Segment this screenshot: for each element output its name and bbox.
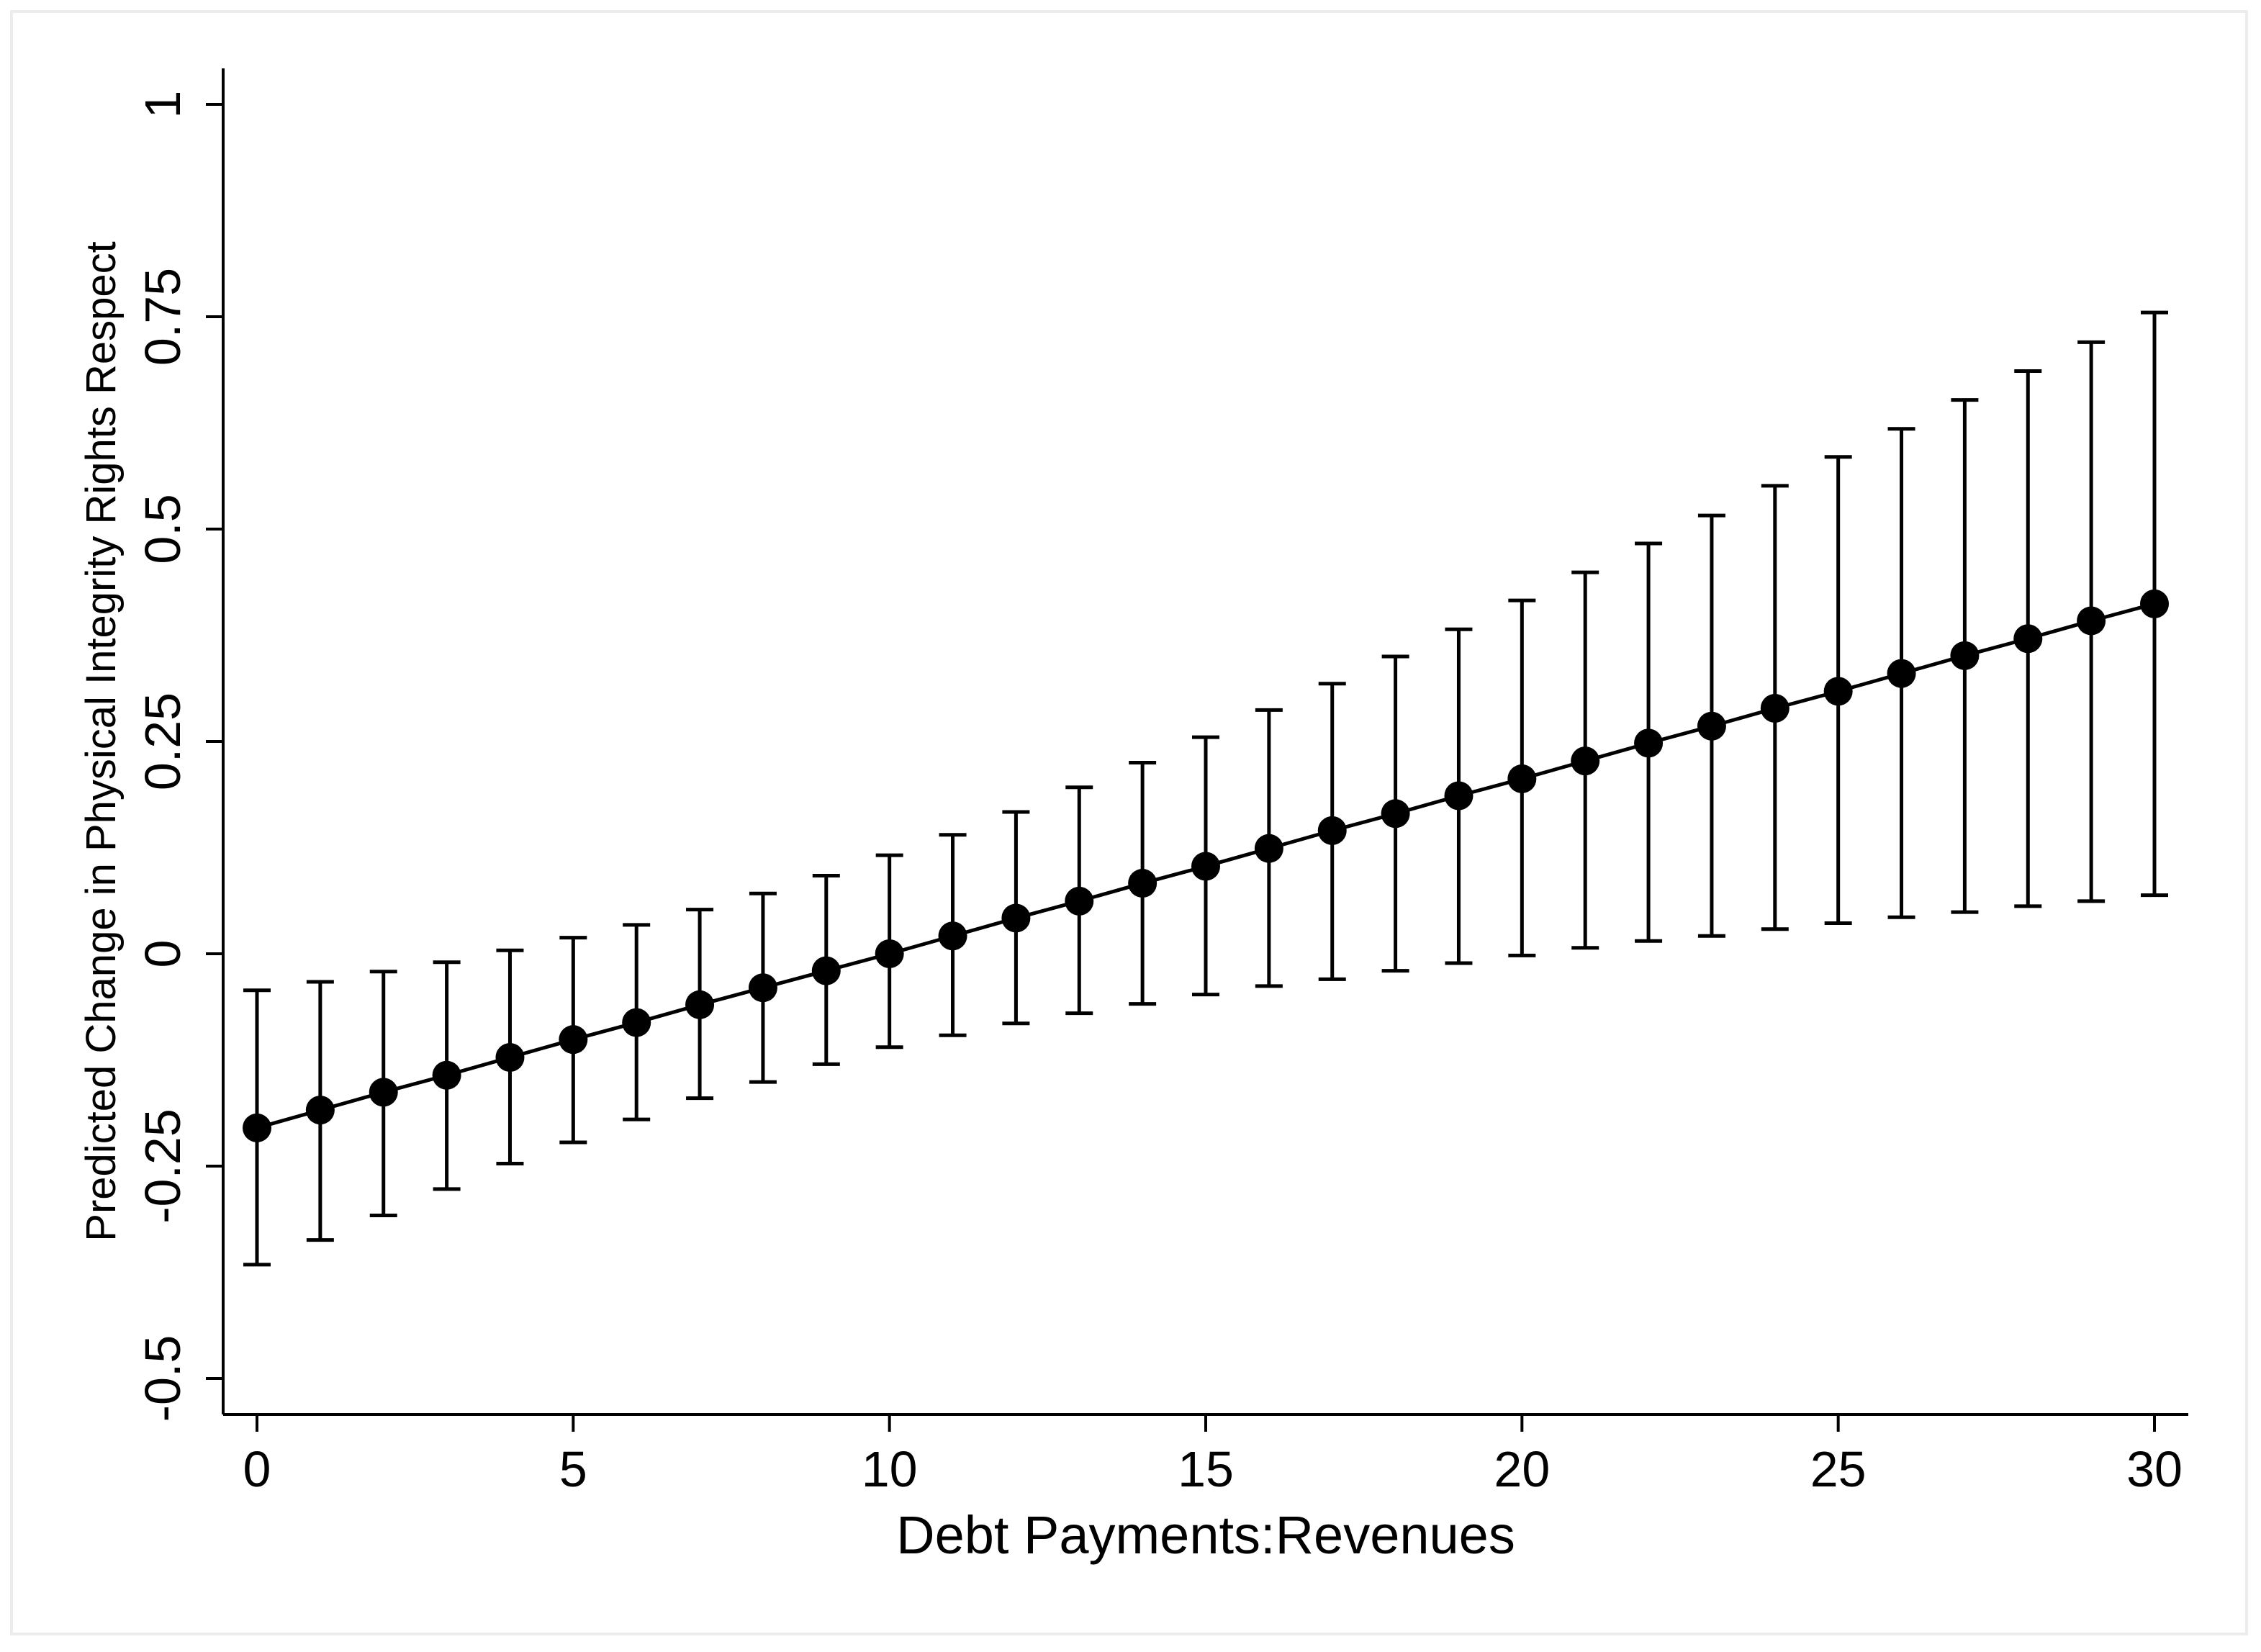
data-point — [243, 1113, 271, 1142]
data-point — [1760, 693, 1790, 723]
data-point — [1823, 677, 1853, 706]
data-point — [1444, 781, 1474, 811]
data-point — [622, 1008, 651, 1037]
x-tick-label: 25 — [1810, 1441, 1867, 1497]
data-point — [495, 1042, 525, 1072]
x-tick-label: 10 — [862, 1441, 918, 1497]
data-point — [1317, 816, 1347, 845]
data-point — [938, 921, 967, 951]
data-point — [875, 939, 904, 968]
y-axis-label: Predicted Change in Physical Integrity R… — [78, 241, 125, 1241]
data-point — [2013, 624, 2043, 654]
data-point — [1065, 886, 1094, 916]
data-point — [559, 1025, 588, 1055]
data-point — [432, 1060, 461, 1090]
data-point — [748, 973, 777, 1003]
data-point — [1571, 746, 1600, 776]
ticks-layer: 0 5 10 15 20 25 30 -0.5 -0.25 0 0.25 0.5 0.75 1 — [135, 91, 2183, 1497]
y-tick-label: 0.25 — [135, 692, 191, 790]
y-tick-label: 1 — [135, 91, 191, 119]
points-layer — [243, 589, 2169, 1142]
figure-frame — [10, 10, 2248, 1635]
data-point — [1887, 659, 1916, 688]
data-point — [1507, 764, 1537, 793]
y-tick-label: 0.75 — [135, 268, 191, 366]
x-tick-label: 20 — [1494, 1441, 1550, 1497]
data-point — [1191, 852, 1220, 881]
x-tick-label: 15 — [1178, 1441, 1234, 1497]
y-tick-label: 0 — [135, 940, 191, 968]
y-tick-label: 0.5 — [135, 494, 191, 564]
data-point — [2077, 606, 2106, 636]
data-point — [1381, 799, 1410, 829]
data-point — [2140, 589, 2169, 618]
data-point — [305, 1096, 335, 1125]
data-point — [1254, 834, 1283, 863]
x-tick-label: 30 — [2126, 1441, 2183, 1497]
data-point — [1128, 869, 1157, 898]
data-point — [811, 956, 841, 985]
data-point — [1950, 641, 1980, 670]
x-axis-label: Debt Payments:Revenues — [896, 1505, 1515, 1565]
data-point — [369, 1078, 398, 1107]
x-tick-label: 0 — [243, 1441, 271, 1497]
data-point — [1697, 711, 1726, 741]
data-point — [1001, 903, 1031, 933]
y-tick-label: -0.5 — [135, 1335, 191, 1422]
data-point — [685, 990, 715, 1019]
x-tick-label: 5 — [559, 1441, 587, 1497]
data-point — [1634, 728, 1664, 758]
y-tick-label: -0.25 — [135, 1109, 191, 1224]
